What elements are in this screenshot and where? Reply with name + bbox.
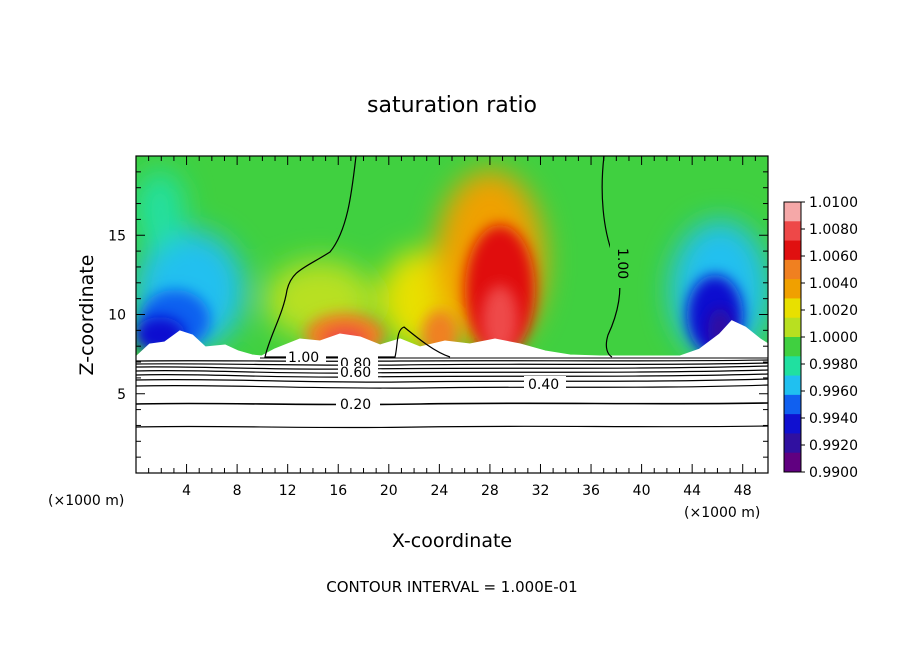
- colorbar-label: 0.9960: [809, 384, 858, 400]
- contour-label-3: 0.60: [340, 365, 371, 381]
- colorbar-swatch: [784, 279, 801, 299]
- contour-lines: [136, 156, 768, 429]
- x-tick-label: 4: [182, 483, 191, 499]
- colorbar-label: 1.0000: [809, 330, 858, 346]
- contour-label-4: 0.40: [528, 377, 559, 393]
- colorbar-swatch: [784, 298, 801, 319]
- x-tick-label: 8: [233, 483, 242, 499]
- colorbar-label: 1.0040: [809, 276, 858, 292]
- x-tick-label: 16: [329, 483, 347, 499]
- colorbar-swatch: [784, 394, 801, 415]
- x-tick-label: 40: [633, 483, 651, 499]
- x-tick-label: 32: [532, 483, 550, 499]
- colorbar-swatch: [784, 433, 801, 454]
- colorbar-label: 0.9980: [809, 357, 858, 373]
- contour-labels: 1.00 1.00 0.80 0.60 0.40 0.20: [286, 242, 632, 413]
- colorbar-label: 1.0100: [809, 195, 858, 211]
- chart-title: saturation ratio: [367, 93, 537, 118]
- colorbar-swatch: [784, 202, 801, 222]
- contour-1.00-right: [601, 156, 621, 358]
- x-tick-label: 36: [582, 483, 600, 499]
- colorbar-label: 0.9920: [809, 438, 858, 454]
- colorbar-label: 1.0080: [809, 222, 858, 238]
- colorbar-swatch: [784, 414, 801, 434]
- contour-label-right: 1.00: [614, 248, 630, 279]
- colorbar-swatch: [784, 240, 801, 261]
- heatmap-field: [136, 156, 768, 473]
- colorbar-swatch: [784, 337, 801, 357]
- contour-label-1: 1.00: [288, 350, 319, 366]
- colorbar-label: 1.0060: [809, 249, 858, 265]
- y-axis-label: Z-coordinate: [76, 255, 98, 376]
- colorbar-label: 1.0020: [809, 303, 858, 319]
- x-tick-label: 44: [683, 483, 701, 499]
- x-tick-label: 12: [279, 483, 297, 499]
- colorbar: 1.0100 1.0080 1.0060 1.0040 1.0020 1.0000 0.99…: [783, 195, 858, 481]
- y-tick-label: 5: [117, 387, 126, 403]
- contour-interval-note: CONTOUR INTERVAL = 1.000E-01: [326, 578, 577, 596]
- contour-1.00-left: [264, 156, 451, 358]
- x-unit-left: (×1000 m): [48, 493, 124, 509]
- contour-label-5: 0.20: [340, 397, 371, 413]
- colorbar-swatch: [784, 221, 801, 242]
- x-tick-label: 24: [430, 483, 448, 499]
- x-tick-label: 20: [380, 483, 398, 499]
- colorbar-label: 0.9940: [809, 411, 858, 427]
- colorbar-swatch: [784, 452, 801, 473]
- colorbar-swatch: [784, 317, 801, 338]
- x-unit-right: (×1000 m): [684, 505, 760, 521]
- x-tick-label: 28: [481, 483, 499, 499]
- colorbar-swatch: [784, 375, 801, 396]
- y-axis: 5 10 15: [108, 171, 768, 458]
- colorbar-label: 0.9900: [809, 465, 858, 481]
- y-tick-label: 10: [108, 308, 126, 324]
- colorbar-swatch: [784, 259, 801, 280]
- x-axis: 4 8 12 16 20 24 28 32 36 40 44 48: [148, 156, 756, 499]
- y-tick-label: 15: [108, 228, 126, 244]
- colorbar-swatch: [784, 356, 801, 377]
- x-axis-label: X-coordinate: [392, 530, 512, 552]
- x-tick-label: 48: [734, 483, 752, 499]
